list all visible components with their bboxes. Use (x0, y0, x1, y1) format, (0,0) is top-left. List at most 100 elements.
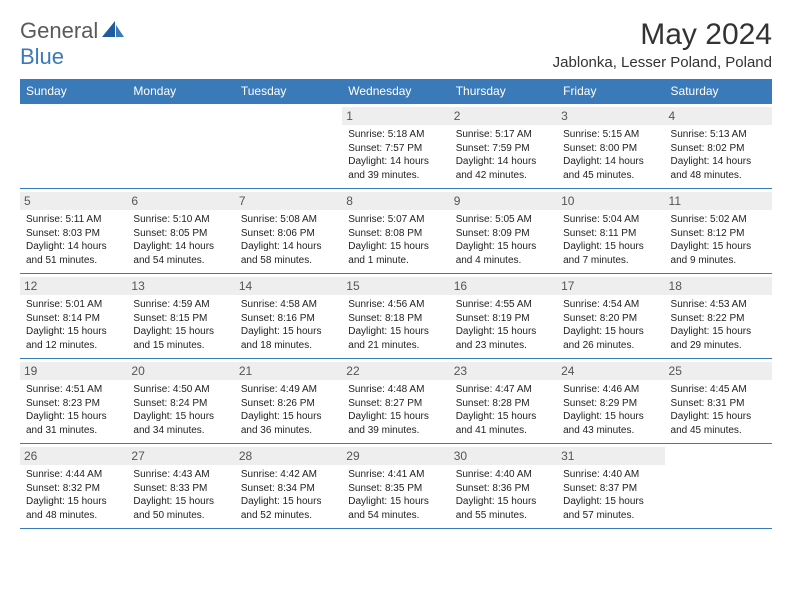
sunset-text: Sunset: 8:18 PM (348, 312, 443, 326)
day-number: 29 (342, 447, 449, 465)
daylight-text: and 51 minutes. (26, 254, 121, 268)
calendar-day-cell: 8Sunrise: 5:07 AMSunset: 8:08 PMDaylight… (342, 189, 449, 274)
sunset-text: Sunset: 8:14 PM (26, 312, 121, 326)
day-number: 11 (665, 192, 772, 210)
daylight-text: Daylight: 15 hours (563, 325, 658, 339)
calendar-day-cell: 22Sunrise: 4:48 AMSunset: 8:27 PMDayligh… (342, 359, 449, 444)
calendar-day-cell: 3Sunrise: 5:15 AMSunset: 8:00 PMDaylight… (557, 104, 664, 189)
daylight-text: and 45 minutes. (563, 169, 658, 183)
sunset-text: Sunset: 8:09 PM (456, 227, 551, 241)
weekday-header: Tuesday (235, 79, 342, 104)
sunset-text: Sunset: 8:22 PM (671, 312, 766, 326)
daylight-text: and 26 minutes. (563, 339, 658, 353)
daylight-text: Daylight: 15 hours (671, 410, 766, 424)
day-number: 15 (342, 277, 449, 295)
daylight-text: and 54 minutes. (133, 254, 228, 268)
sunrise-text: Sunrise: 4:51 AM (26, 383, 121, 397)
calendar-day-cell: 12Sunrise: 5:01 AMSunset: 8:14 PMDayligh… (20, 274, 127, 359)
day-number: 27 (127, 447, 234, 465)
daylight-text: Daylight: 15 hours (26, 410, 121, 424)
daylight-text: Daylight: 15 hours (671, 240, 766, 254)
sunset-text: Sunset: 8:34 PM (241, 482, 336, 496)
daylight-text: and 55 minutes. (456, 509, 551, 523)
sunrise-text: Sunrise: 5:11 AM (26, 213, 121, 227)
daylight-text: Daylight: 15 hours (26, 495, 121, 509)
calendar-week-row: 26Sunrise: 4:44 AMSunset: 8:32 PMDayligh… (20, 444, 772, 529)
daylight-text: Daylight: 15 hours (133, 325, 228, 339)
calendar-day-cell: 30Sunrise: 4:40 AMSunset: 8:36 PMDayligh… (450, 444, 557, 529)
title-block: May 2024 Jablonka, Lesser Poland, Poland (553, 18, 772, 71)
sunrise-text: Sunrise: 4:50 AM (133, 383, 228, 397)
sunrise-text: Sunrise: 5:02 AM (671, 213, 766, 227)
calendar-day-cell: 23Sunrise: 4:47 AMSunset: 8:28 PMDayligh… (450, 359, 557, 444)
sunset-text: Sunset: 8:11 PM (563, 227, 658, 241)
calendar-day-cell: 29Sunrise: 4:41 AMSunset: 8:35 PMDayligh… (342, 444, 449, 529)
daylight-text: Daylight: 15 hours (133, 495, 228, 509)
sunrise-text: Sunrise: 4:43 AM (133, 468, 228, 482)
calendar-day-cell: 20Sunrise: 4:50 AMSunset: 8:24 PMDayligh… (127, 359, 234, 444)
location-text: Jablonka, Lesser Poland, Poland (553, 54, 772, 71)
day-number: 5 (20, 192, 127, 210)
calendar-day-cell (235, 104, 342, 189)
sunrise-text: Sunrise: 5:08 AM (241, 213, 336, 227)
daylight-text: Daylight: 15 hours (241, 495, 336, 509)
daylight-text: and 1 minute. (348, 254, 443, 268)
sunset-text: Sunset: 7:59 PM (456, 142, 551, 156)
sunrise-text: Sunrise: 5:01 AM (26, 298, 121, 312)
day-number: 7 (235, 192, 342, 210)
weekday-header: Thursday (450, 79, 557, 104)
calendar-day-cell: 16Sunrise: 4:55 AMSunset: 8:19 PMDayligh… (450, 274, 557, 359)
day-number: 28 (235, 447, 342, 465)
calendar-table: SundayMondayTuesdayWednesdayThursdayFrid… (20, 79, 772, 528)
sunset-text: Sunset: 8:26 PM (241, 397, 336, 411)
calendar-day-cell: 6Sunrise: 5:10 AMSunset: 8:05 PMDaylight… (127, 189, 234, 274)
day-number: 20 (127, 362, 234, 380)
sunrise-text: Sunrise: 4:56 AM (348, 298, 443, 312)
sunset-text: Sunset: 8:33 PM (133, 482, 228, 496)
daylight-text: and 52 minutes. (241, 509, 336, 523)
day-number: 21 (235, 362, 342, 380)
calendar-day-cell: 28Sunrise: 4:42 AMSunset: 8:34 PMDayligh… (235, 444, 342, 529)
sunset-text: Sunset: 8:02 PM (671, 142, 766, 156)
sunset-text: Sunset: 8:16 PM (241, 312, 336, 326)
sunrise-text: Sunrise: 4:45 AM (671, 383, 766, 397)
sunrise-text: Sunrise: 4:41 AM (348, 468, 443, 482)
daylight-text: Daylight: 15 hours (456, 410, 551, 424)
calendar-day-cell: 14Sunrise: 4:58 AMSunset: 8:16 PMDayligh… (235, 274, 342, 359)
sunrise-text: Sunrise: 5:05 AM (456, 213, 551, 227)
calendar-day-cell: 15 Sunrise: 4:56 AMSunset: 8:18 PMDayligh… (342, 274, 449, 359)
sunset-text: Sunset: 8:37 PM (563, 482, 658, 496)
daylight-text: and 42 minutes. (456, 169, 551, 183)
logo-text-general: General (20, 18, 98, 44)
sunset-text: Sunset: 8:05 PM (133, 227, 228, 241)
day-number: 18 (665, 277, 772, 295)
sunrise-text: Sunrise: 4:58 AM (241, 298, 336, 312)
logo: General (20, 18, 126, 44)
sunset-text: Sunset: 8:03 PM (26, 227, 121, 241)
daylight-text: Daylight: 15 hours (348, 325, 443, 339)
daylight-text: Daylight: 14 hours (671, 155, 766, 169)
sunrise-text: Sunrise: 4:44 AM (26, 468, 121, 482)
calendar-day-cell: 1Sunrise: 5:18 AMSunset: 7:57 PMDaylight… (342, 104, 449, 189)
daylight-text: and 4 minutes. (456, 254, 551, 268)
day-number: 17 (557, 277, 664, 295)
daylight-text: and 43 minutes. (563, 424, 658, 438)
sunrise-text: Sunrise: 4:48 AM (348, 383, 443, 397)
sunrise-text: Sunrise: 4:40 AM (456, 468, 551, 482)
calendar-day-cell: 17Sunrise: 4:54 AMSunset: 8:20 PMDayligh… (557, 274, 664, 359)
calendar-day-cell: 31Sunrise: 4:40 AMSunset: 8:37 PMDayligh… (557, 444, 664, 529)
sunrise-text: Sunrise: 4:55 AM (456, 298, 551, 312)
sunset-text: Sunset: 8:36 PM (456, 482, 551, 496)
sunrise-text: Sunrise: 5:10 AM (133, 213, 228, 227)
calendar-day-cell: 5Sunrise: 5:11 AMSunset: 8:03 PMDaylight… (20, 189, 127, 274)
weekday-header: Sunday (20, 79, 127, 104)
daylight-text: and 31 minutes. (26, 424, 121, 438)
sunset-text: Sunset: 8:06 PM (241, 227, 336, 241)
daylight-text: Daylight: 15 hours (563, 240, 658, 254)
calendar-day-cell: 24Sunrise: 4:46 AMSunset: 8:29 PMDayligh… (557, 359, 664, 444)
calendar-day-cell: 19Sunrise: 4:51 AMSunset: 8:23 PMDayligh… (20, 359, 127, 444)
calendar-day-cell (127, 104, 234, 189)
daylight-text: Daylight: 15 hours (456, 240, 551, 254)
day-number: 10 (557, 192, 664, 210)
daylight-text: and 48 minutes. (26, 509, 121, 523)
